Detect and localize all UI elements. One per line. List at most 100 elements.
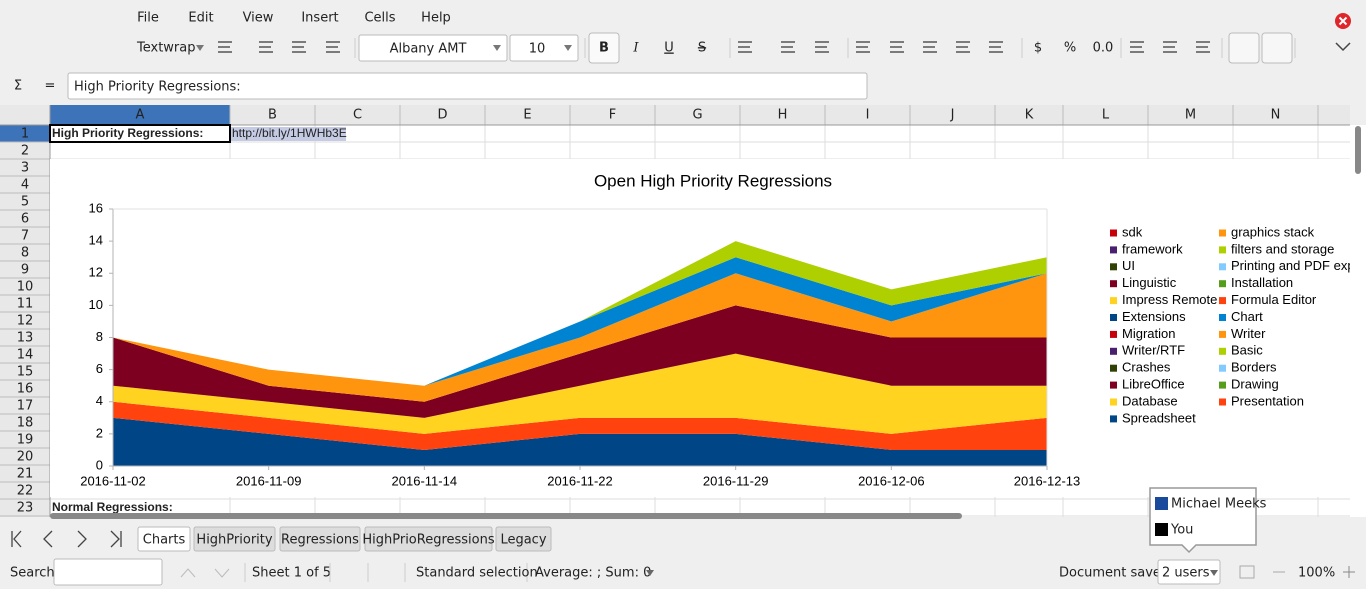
toolbar-icon[interactable] [292, 42, 306, 52]
row-header[interactable]: 3 [21, 161, 29, 176]
column-header[interactable]: H [778, 108, 788, 123]
row-header[interactable]: 11 [17, 297, 34, 312]
user-name[interactable]: Michael Meeks [1171, 497, 1267, 512]
row-header[interactable]: 16 [17, 382, 34, 397]
toolbar-icon[interactable] [218, 42, 232, 52]
column-header[interactable]: N [1271, 108, 1281, 123]
toolbar-button[interactable]: U [664, 41, 674, 56]
tab-nav[interactable] [44, 531, 52, 547]
row-header[interactable]: 14 [17, 348, 34, 363]
toolbar-icon[interactable] [781, 42, 795, 52]
zoom-in[interactable] [1343, 566, 1355, 578]
row-header[interactable]: 13 [17, 331, 34, 346]
toolbar-icon[interactable] [1196, 42, 1210, 52]
toolbar-button[interactable]: I [632, 41, 639, 56]
toolbar-button[interactable]: B [599, 41, 609, 56]
row-header[interactable]: 4 [21, 178, 29, 193]
chart[interactable]: Open High Priority Regressions0246810121… [50, 159, 1366, 497]
column-header[interactable]: C [353, 108, 362, 123]
toolbar-button[interactable]: % [1064, 41, 1076, 56]
menu-item[interactable]: Help [421, 11, 451, 26]
row-header[interactable]: 6 [21, 212, 29, 227]
toolbar-icon[interactable] [856, 42, 870, 52]
row-header[interactable]: 20 [17, 450, 34, 465]
row-header[interactable]: 23 [17, 501, 34, 516]
legend-swatch [1219, 280, 1226, 287]
user-name[interactable]: You [1170, 523, 1193, 538]
sort-button[interactable] [1229, 33, 1259, 63]
column-header[interactable]: G [692, 108, 702, 123]
row-header[interactable]: 19 [17, 433, 34, 448]
toolbar-icon[interactable] [923, 42, 937, 52]
row-header[interactable]: 5 [21, 195, 29, 210]
legend-swatch [1219, 331, 1226, 338]
row-header[interactable]: 24 [17, 518, 34, 533]
column-header[interactable]: B [268, 108, 277, 123]
hscroll-thumb[interactable] [50, 513, 962, 519]
row-header[interactable]: 15 [17, 365, 34, 380]
cell-link[interactable]: http://bit.ly/1HWHb3E [232, 126, 347, 140]
row-header[interactable]: 2 [21, 144, 29, 159]
toolbar-icon[interactable] [1163, 42, 1177, 52]
toolbar-icon[interactable] [259, 42, 273, 52]
row-header[interactable]: 22 [17, 484, 34, 499]
row-header[interactable]: 12 [17, 314, 34, 329]
toolbar-icon[interactable] [738, 42, 752, 52]
style-dropdown[interactable]: Textwrap [136, 41, 196, 56]
sheet-tab[interactable]: HighPrioRegressions [362, 533, 495, 548]
row-header[interactable]: 17 [17, 399, 34, 414]
column-header[interactable]: A [136, 108, 145, 123]
search-input[interactable] [54, 559, 162, 585]
column-header[interactable]: J [950, 108, 955, 123]
column-header[interactable]: E [523, 108, 531, 123]
toolbar-button[interactable]: S [698, 41, 706, 56]
menu-item[interactable]: Cells [364, 11, 395, 26]
toolbar-icon[interactable] [956, 42, 970, 52]
row-header[interactable]: 9 [21, 263, 29, 278]
row-header[interactable]: 8 [21, 246, 29, 261]
sheet-tab[interactable]: Charts [143, 533, 186, 548]
toolbar-button[interactable]: 0.0 [1093, 41, 1114, 56]
search-label: Search: [10, 566, 59, 581]
row-header[interactable]: 7 [21, 229, 29, 244]
toolbar-button[interactable]: $ [1034, 41, 1042, 56]
cell-text[interactable]: Normal Regressions: [52, 500, 173, 514]
toolbar-icon[interactable] [989, 42, 1003, 52]
row-header[interactable]: 1 [21, 127, 29, 142]
menu-item[interactable]: File [137, 11, 159, 26]
menu-item[interactable]: Insert [301, 11, 338, 26]
vscroll-thumb[interactable] [1355, 126, 1361, 174]
row-header[interactable]: 10 [17, 280, 34, 295]
toolbar-icon[interactable] [890, 42, 904, 52]
sheet-tab[interactable]: HighPriority [196, 533, 272, 548]
search-arrows[interactable] [181, 569, 229, 577]
cell-text[interactable]: High Priority Regressions: [52, 126, 203, 140]
x-tick-label: 2016-11-22 [547, 473, 613, 488]
sheet-tab[interactable]: Regressions [281, 533, 359, 548]
toolbar-icon[interactable] [326, 42, 340, 52]
column-header[interactable]: L [1102, 108, 1110, 123]
toolbar-icon[interactable] [1130, 42, 1144, 52]
column-header[interactable]: I [866, 108, 870, 123]
tab-nav[interactable] [111, 531, 121, 547]
sort-button[interactable] [1262, 33, 1292, 63]
sheet-tab[interactable]: Legacy [500, 533, 546, 548]
tab-nav[interactable] [78, 531, 86, 547]
row-header[interactable]: 18 [17, 416, 34, 431]
sum-indicator: Average: ; Sum: 0 [535, 566, 651, 581]
row-header[interactable]: 21 [17, 467, 34, 482]
tab-nav[interactable] [12, 531, 21, 547]
collapse-icon[interactable] [1336, 43, 1350, 50]
fullscreen-icon[interactable] [1240, 566, 1254, 578]
toolbar-icon[interactable] [815, 42, 829, 52]
legend-swatch [1110, 331, 1117, 338]
menu-item[interactable]: View [243, 11, 274, 26]
menu-item[interactable]: Edit [188, 11, 213, 26]
column-header[interactable]: K [1025, 108, 1034, 123]
column-header[interactable]: D [437, 108, 447, 123]
column-header[interactable]: O [1355, 108, 1365, 123]
legend-label: Printing and PDF export [1231, 258, 1366, 273]
column-header[interactable]: F [609, 108, 616, 123]
column-header[interactable]: M [1185, 108, 1196, 123]
legend-label: Crashes [1122, 360, 1171, 375]
